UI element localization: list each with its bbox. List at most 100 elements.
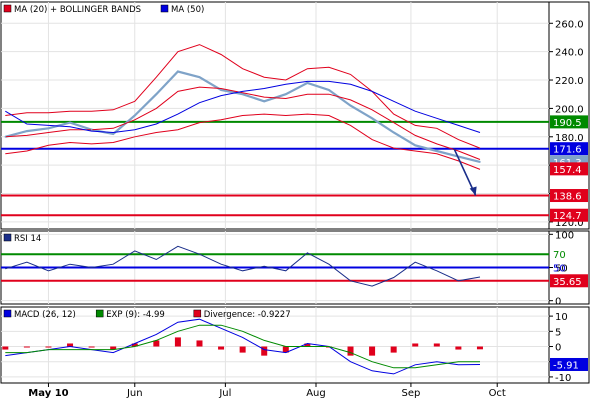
- price-point: [177, 70, 179, 73]
- price-legend-label: MA (50): [171, 5, 204, 15]
- rsi-last-tag-label: 35.65: [553, 277, 582, 288]
- rsi-level-label: 50: [553, 264, 566, 275]
- price-point: [69, 121, 71, 124]
- price-point: [155, 93, 158, 96]
- price-point: [436, 150, 438, 152]
- price-point: [479, 161, 481, 163]
- level-tag-label: 138.6: [553, 192, 582, 203]
- macd-frame: [0, 306, 590, 384]
- price-point: [306, 82, 309, 84]
- x-tick-label: May 10: [28, 388, 68, 399]
- price-panel: 120.0140.0160.0180.0200.0220.0240.0260.0…: [0, 1, 590, 230]
- price-point: [90, 128, 93, 131]
- divergence-bar: [45, 346, 52, 348]
- divergence-bar: [390, 346, 397, 353]
- level-tag-label: 190.5: [553, 118, 582, 129]
- price-point: [47, 127, 50, 130]
- x-tick-label: Sep: [401, 388, 420, 399]
- price-tick-label: 180.0: [555, 133, 584, 144]
- divergence-bar: [239, 346, 246, 353]
- macd-tick-label: -10: [555, 373, 571, 384]
- macd-legend-label: Divergence: -0.9227: [204, 310, 291, 320]
- price-point: [349, 104, 352, 107]
- macd-tick-label: 5: [555, 327, 561, 338]
- rsi-last-tag-box: [550, 274, 588, 288]
- x-tick-label: Jun: [126, 388, 143, 399]
- rsi-tick-label: 100: [555, 230, 574, 241]
- divergence-bar: [218, 346, 225, 350]
- price-point: [220, 89, 222, 91]
- x-tick-label: Oct: [489, 388, 506, 399]
- series-rsi: [5, 245, 481, 287]
- divergence-bar: [67, 343, 74, 347]
- divergence-bar: [476, 346, 483, 350]
- macd-tick-label: 10: [555, 312, 568, 323]
- divergence-bar: [412, 343, 419, 347]
- price-point: [26, 130, 28, 132]
- price-point: [414, 144, 417, 147]
- price-tag-label: 157.4: [553, 165, 582, 176]
- rsi-legend-swatch: [3, 233, 12, 242]
- price-tick-label: 260.0: [555, 19, 584, 30]
- divergence-bar: [88, 346, 95, 348]
- series-signal: [5, 324, 480, 369]
- price-tick-label: 200.0: [555, 104, 584, 115]
- price-point: [392, 131, 395, 134]
- price-tick-label: 240.0: [555, 48, 584, 59]
- divergence-bar: [455, 346, 462, 350]
- divergence-bar: [174, 337, 181, 347]
- divergence-bar: [261, 346, 268, 356]
- series-bollinger_upper: [5, 44, 481, 149]
- series-bollinger_lower: [5, 113, 481, 170]
- price-tick-label: 120.0: [555, 218, 584, 229]
- series-ma50: [5, 80, 481, 134]
- level-tag-box: [550, 189, 588, 203]
- divergence-bar: [369, 346, 376, 356]
- divergence-bar: [110, 346, 117, 350]
- price-legend-swatch: [160, 4, 169, 13]
- divergence-bar: [23, 346, 30, 348]
- divergence-bar: [304, 343, 311, 347]
- divergence-bar: [282, 346, 289, 353]
- x-tick-label: Aug: [306, 388, 326, 399]
- price-tag-box: [550, 162, 588, 176]
- series-macd: [5, 318, 481, 375]
- price-point: [112, 133, 114, 135]
- level-tag-label: 124.7: [553, 211, 582, 222]
- divergence-bar: [2, 346, 9, 350]
- price-tick-label: 220.0: [555, 76, 584, 87]
- rsi-tick-label: 50: [555, 264, 568, 275]
- price-point: [241, 93, 244, 96]
- price-point: [284, 93, 287, 96]
- rsi-legend-label: RSI 14: [14, 234, 41, 244]
- macd-tag-box: [550, 357, 588, 371]
- divergence-bar: [196, 340, 203, 347]
- rsi-tick-label: 0: [555, 297, 561, 308]
- level-tag-box: [550, 208, 588, 222]
- divergence-bar: [153, 340, 160, 347]
- level-tag-box: [550, 142, 588, 156]
- x-axis: May 10 Jun Jul Aug Sep Oct: [1, 382, 589, 399]
- divergence-bar: [433, 343, 440, 347]
- divergence-bar: [347, 346, 354, 356]
- target-arrow-head: [469, 186, 477, 196]
- macd-tick-label: 0: [555, 343, 561, 354]
- price-point: [328, 89, 330, 91]
- price-point: [4, 135, 7, 138]
- macd-legend-swatch: [193, 309, 202, 318]
- price-point: [133, 114, 136, 117]
- price-point: [263, 100, 266, 103]
- macd-legend-swatch: [95, 309, 104, 318]
- price-legend-label: MA (20) + BOLLINGER BANDS: [14, 5, 141, 15]
- price-legend-swatch: [3, 4, 12, 13]
- rsi-level-label: 70: [553, 250, 566, 261]
- macd-legend-label: EXP (9): -4.99: [106, 310, 165, 320]
- price-point: [371, 117, 373, 120]
- x-tick-label: Jul: [218, 388, 231, 399]
- target-arrow-line: [453, 148, 477, 196]
- level-tag-label: 171.6: [553, 145, 582, 156]
